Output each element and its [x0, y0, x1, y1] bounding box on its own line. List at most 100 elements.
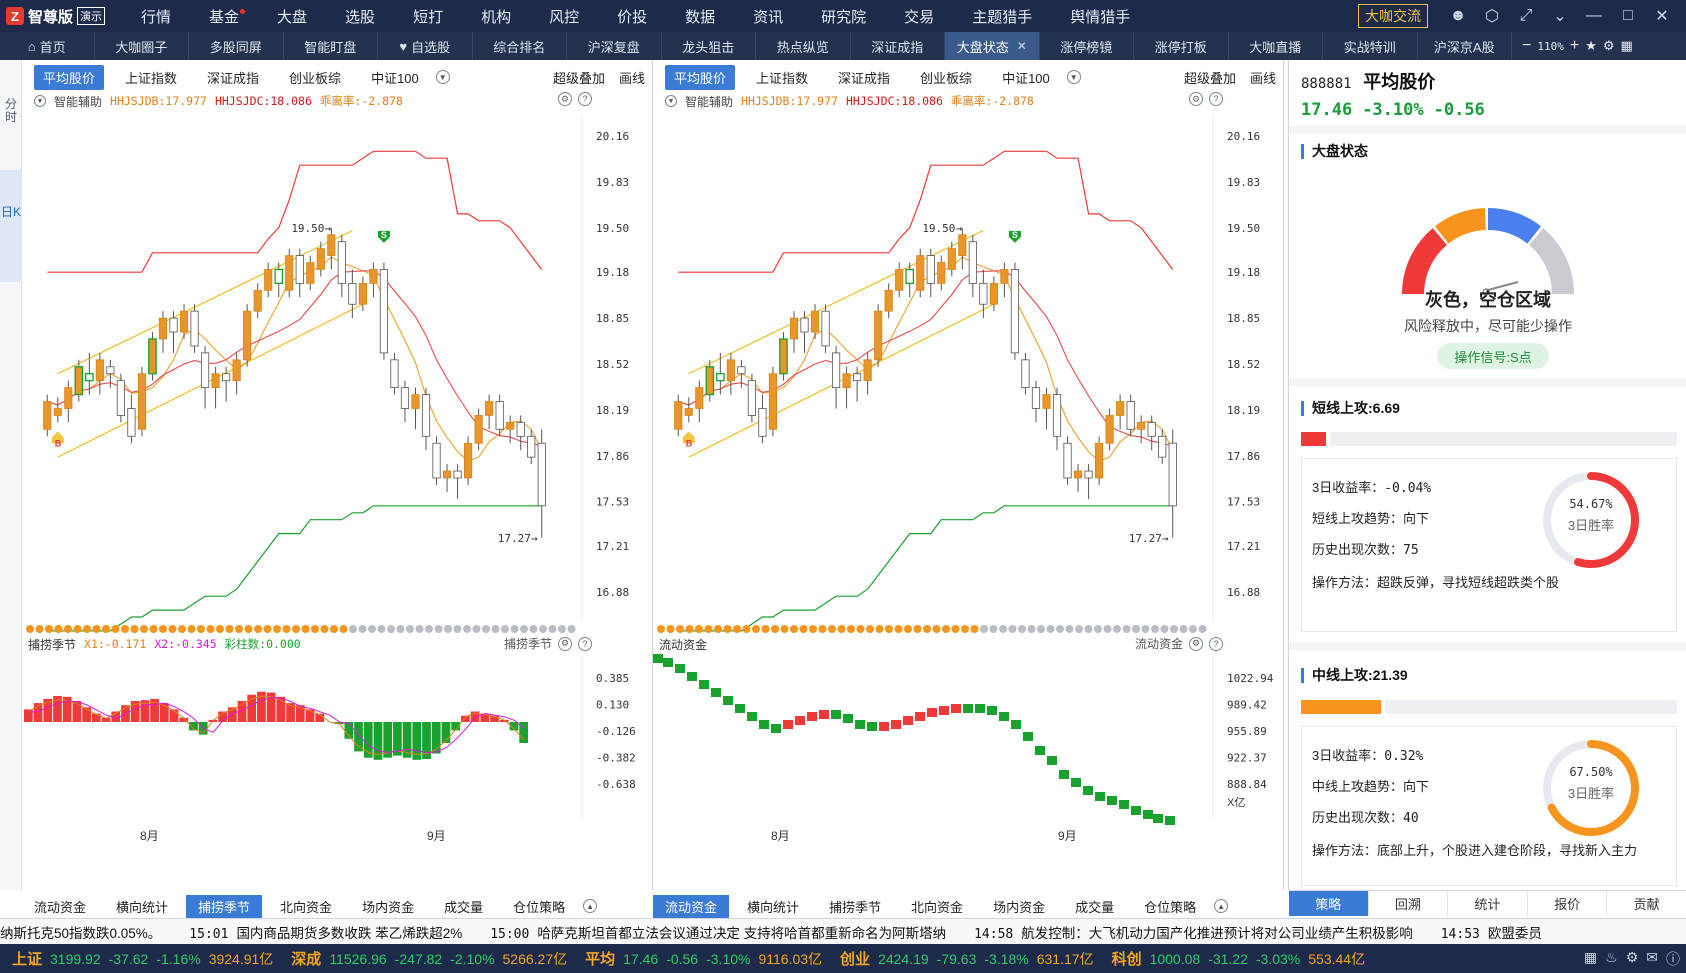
strategy-tab-3[interactable]: 报价 — [1528, 891, 1608, 916]
collapse-icon[interactable]: ▼ — [34, 95, 46, 107]
settings-icon[interactable]: ⚙ — [1189, 92, 1203, 106]
help-icon[interactable]: ? — [578, 92, 592, 106]
menu-item-9[interactable]: 资讯 — [734, 6, 802, 27]
index-item[interactable]: 平均 17.46 -0.56 -3.10% 9116.03亿 — [585, 948, 822, 969]
tab-8[interactable]: 热点纵览 — [756, 32, 851, 60]
menu-item-4[interactable]: 短打 — [394, 6, 462, 27]
strategy-tab-4[interactable]: 贡献 — [1607, 891, 1686, 916]
tab-1[interactable]: 大咖圈子 — [95, 32, 189, 60]
sub-tab-6[interactable]: 仓位策略 — [1144, 899, 1197, 915]
chevron-up-icon[interactable]: ▲ — [1214, 899, 1229, 913]
sub-tab-6[interactable]: 仓位策略 — [513, 899, 566, 915]
sub-tab-0[interactable]: 流动资金 — [34, 899, 87, 915]
help-icon[interactable]: ? — [1209, 92, 1223, 106]
benchmark-button-4[interactable]: 中证100 — [1002, 70, 1050, 86]
index-item[interactable]: 科创 1000.08 -31.22 -3.03% 553.44亿 — [1112, 948, 1366, 969]
user-icon[interactable]: ☻ — [1449, 7, 1467, 24]
benchmark-button-0[interactable]: 平均股价 — [34, 64, 105, 90]
settings-icon[interactable]: ⚙ — [558, 636, 572, 651]
menu-item-7[interactable]: 价投 — [598, 6, 666, 27]
news-item[interactable]: 15:01 国内商品期货多数收跌 苯乙烯跌超2% — [189, 922, 462, 942]
menu-item-2[interactable]: 大盘 — [258, 6, 326, 27]
menu-item-12[interactable]: 主题猎手 — [953, 6, 1051, 27]
menu-item-8[interactable]: 数据 — [666, 6, 734, 27]
menu-item-6[interactable]: 风控 — [530, 6, 598, 27]
rail-item-intraday[interactable]: 分时 — [4, 97, 17, 124]
strategy-tab-2[interactable]: 统计 — [1448, 891, 1528, 916]
chevron-down-icon[interactable]: ▼ — [435, 70, 450, 84]
tab-0[interactable]: ⌂ 首页 — [0, 32, 95, 60]
star-icon[interactable]: ★ — [1585, 38, 1597, 53]
sub-tab-4[interactable]: 场内资金 — [362, 899, 415, 915]
tab-close-icon[interactable]: ✕ — [1016, 39, 1027, 53]
tab-6[interactable]: 沪深复盘 — [567, 32, 662, 60]
tab-12[interactable]: 涨停打板 — [1134, 32, 1229, 60]
tab-13[interactable]: 大咖直播 — [1229, 32, 1323, 60]
sub-tab-0[interactable]: 流动资金 — [653, 894, 730, 918]
tab-3[interactable]: 智能盯盘 — [284, 32, 378, 60]
help-icon[interactable]: ⓘ — [1666, 950, 1680, 967]
menu-item-0[interactable]: 行情 — [122, 6, 190, 27]
index-item[interactable]: 上证 3199.92 -37.62 -1.16% 3924.91亿 — [12, 948, 273, 969]
benchmark-button-0[interactable]: 平均股价 — [665, 64, 736, 90]
overlay-button[interactable]: 超级叠加 — [1183, 70, 1236, 86]
benchmark-button-3[interactable]: 创业板综 — [289, 70, 342, 86]
tab-11[interactable]: 涨停榜镜 — [1040, 32, 1134, 60]
benchmark-button-1[interactable]: 上证指数 — [125, 70, 178, 86]
shrink-icon[interactable]: ⤢ — [1519, 7, 1533, 24]
tab-14[interactable]: 实战特训 — [1323, 32, 1418, 60]
menu-item-5[interactable]: 机构 — [462, 6, 530, 27]
minimize-icon[interactable]: — — [1586, 7, 1602, 24]
chevron-down-icon[interactable]: ⌄ — [1553, 8, 1567, 25]
settings-icon[interactable]: ⚙ — [1602, 38, 1615, 53]
news-item[interactable]: 14:58 航发控制：大飞机动力国产化推进预计将对公司业绩产生积极影响 — [974, 922, 1413, 942]
tab-10[interactable]: 大盘状态 ✕ — [945, 32, 1040, 60]
shield-icon[interactable]: ⬡ — [1485, 8, 1499, 25]
benchmark-button-1[interactable]: 上证指数 — [756, 70, 809, 86]
settings-icon[interactable]: ⚙ — [558, 92, 572, 106]
grid-icon[interactable]: ▦ — [1620, 38, 1633, 53]
tab-4[interactable]: ♥ 自选股 — [378, 32, 473, 60]
help-icon[interactable]: ? — [578, 636, 592, 651]
zoom-in-icon[interactable]: + — [1569, 37, 1580, 54]
index-item[interactable]: 深成 11526.96 -247.82 -2.10% 5266.27亿 — [291, 948, 567, 969]
menu-item-11[interactable]: 交易 — [885, 6, 953, 27]
overlay-button[interactable]: 超级叠加 — [552, 70, 605, 86]
chevron-up-icon[interactable]: ▲ — [583, 899, 598, 913]
news-item[interactable]: 纳斯托克50指数跌0.05%。 — [0, 922, 161, 942]
menu-item-1[interactable]: 基金 — [190, 6, 258, 27]
tab-7[interactable]: 龙头狙击 — [662, 32, 756, 60]
benchmark-button-3[interactable]: 创业板综 — [920, 70, 973, 86]
sub-tab-1[interactable]: 横向统计 — [747, 899, 800, 915]
benchmark-button-2[interactable]: 深证成指 — [838, 70, 891, 86]
bell-icon[interactable]: ♨ — [1605, 948, 1618, 965]
tab-15[interactable]: 沪深京A股 — [1418, 32, 1512, 60]
sub-tab-2[interactable]: 捕捞季节 — [186, 894, 263, 918]
sub-tab-1[interactable]: 横向统计 — [116, 899, 169, 915]
calendar-icon[interactable]: ▦ — [1583, 948, 1598, 965]
draw-button[interactable]: 画线 — [618, 70, 645, 86]
news-item[interactable]: 15:00 哈萨克斯坦首都立法会议通过决定 支持将哈首都重新命名为阿斯塔纳 — [490, 922, 946, 942]
index-item[interactable]: 创业 2424.19 -79.63 -3.18% 631.17亿 — [840, 948, 1094, 969]
benchmark-button-2[interactable]: 深证成指 — [207, 70, 260, 86]
sub-tab-5[interactable]: 成交量 — [1075, 899, 1115, 915]
draw-button[interactable]: 画线 — [1249, 70, 1276, 86]
zoom-out-icon[interactable]: − — [1522, 37, 1532, 54]
sub-tab-3[interactable]: 北向资金 — [911, 899, 964, 915]
settings-icon[interactable]: ⚙ — [1189, 636, 1203, 651]
tab-9[interactable]: 深证成指 — [851, 32, 945, 60]
collapse-icon[interactable]: ▼ — [665, 95, 677, 107]
menu-item-10[interactable]: 研究院 — [802, 6, 885, 27]
close-icon[interactable]: ✕ — [1655, 8, 1669, 25]
gear-icon[interactable]: ⚙ — [1625, 948, 1639, 965]
message-icon[interactable]: ✉ — [1646, 948, 1658, 965]
menu-item-3[interactable]: 选股 — [326, 6, 394, 27]
sub-tab-5[interactable]: 成交量 — [444, 899, 484, 915]
help-icon[interactable]: ? — [1209, 636, 1223, 651]
strategy-tab-0[interactable]: 策略 — [1289, 891, 1369, 916]
vip-exchange-button[interactable]: 大咖交流 — [1358, 4, 1428, 28]
strategy-tab-1[interactable]: 回溯 — [1369, 891, 1449, 916]
sub-tab-4[interactable]: 场内资金 — [993, 899, 1046, 915]
menu-item-13[interactable]: 舆情猎手 — [1051, 6, 1149, 27]
rail-item-daily[interactable]: 日K — [0, 170, 22, 282]
